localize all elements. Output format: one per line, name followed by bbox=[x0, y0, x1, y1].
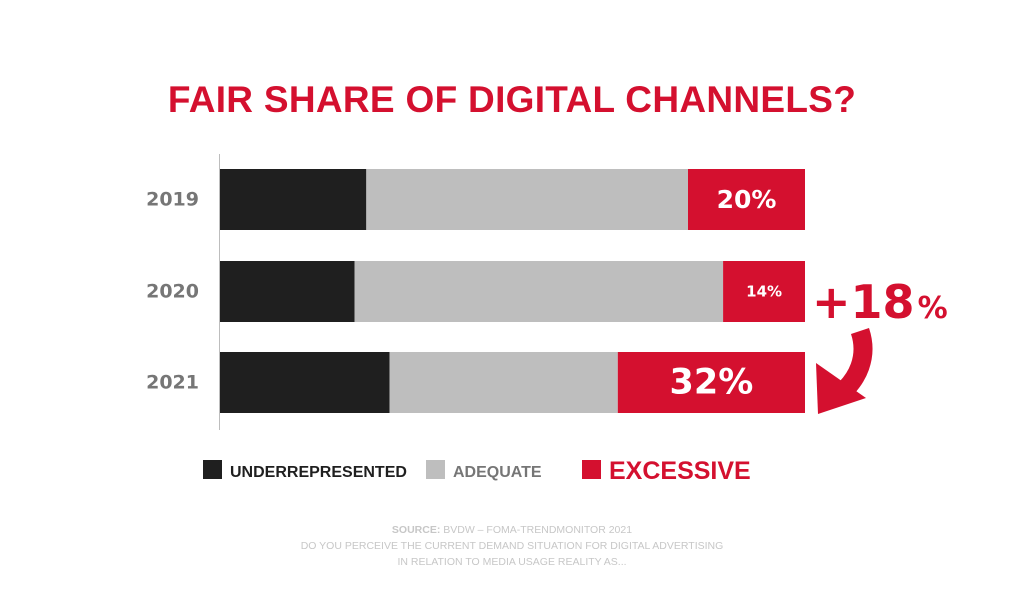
data-labels: 20% 14% 32% bbox=[670, 185, 783, 403]
legend-label-adequate: ADEQUATE bbox=[453, 464, 542, 481]
category-label-2019: 2019 bbox=[146, 189, 199, 211]
category-labels: 2019 2020 2021 bbox=[146, 189, 199, 394]
source-text: BVDW – FOMA-TRENDMONITOR 2021 bbox=[440, 524, 632, 536]
callout-value: +18 bbox=[812, 275, 915, 329]
source-note: SOURCE: BVDW – FOMA-TRENDMONITOR 2021 DO… bbox=[301, 524, 724, 568]
category-label-2020: 2020 bbox=[146, 281, 199, 303]
source-label: SOURCE: bbox=[392, 524, 440, 536]
bar-adequate-2020 bbox=[354, 261, 724, 322]
legend-swatch-adequate bbox=[426, 460, 445, 479]
bars-group bbox=[220, 169, 805, 413]
legend-swatch-underrepresented bbox=[203, 460, 222, 479]
callout-unit: % bbox=[918, 291, 948, 326]
data-label-2019: 20% bbox=[717, 185, 777, 214]
bar-underrepresented-2019 bbox=[220, 169, 367, 230]
data-label-2020: 14% bbox=[746, 283, 782, 301]
svg-text:+18%: +18% bbox=[812, 275, 948, 329]
chart-title: FAIR SHARE OF DIGITAL CHANNELS? bbox=[168, 79, 856, 120]
legend: UNDERREPRESENTED ADEQUATE EXCESSIVE bbox=[203, 457, 751, 485]
bar-underrepresented-2021 bbox=[220, 352, 390, 413]
bar-adequate-2019 bbox=[366, 169, 689, 230]
bar-excessive-2021 bbox=[617, 352, 805, 413]
bar-underrepresented-2020 bbox=[220, 261, 355, 322]
bar-excessive-2020 bbox=[723, 261, 805, 322]
bar-excessive-2019 bbox=[688, 169, 805, 230]
data-label-2021: 32% bbox=[670, 363, 754, 403]
legend-swatch-excessive bbox=[582, 460, 601, 479]
change-callout: +18% bbox=[812, 275, 948, 414]
legend-label-underrepresented: UNDERREPRESENTED bbox=[230, 464, 407, 481]
curved-arrow-down-icon bbox=[816, 328, 873, 414]
category-label-2021: 2021 bbox=[146, 372, 199, 394]
source-line-1: SOURCE: BVDW – FOMA-TRENDMONITOR 2021 bbox=[392, 524, 632, 536]
bar-adequate-2021 bbox=[389, 352, 618, 413]
source-line-3: IN RELATION TO MEDIA USAGE REALITY AS... bbox=[397, 556, 626, 568]
legend-label-excessive: EXCESSIVE bbox=[609, 457, 751, 485]
source-line-2: DO YOU PERCEIVE THE CURRENT DEMAND SITUA… bbox=[301, 540, 724, 552]
